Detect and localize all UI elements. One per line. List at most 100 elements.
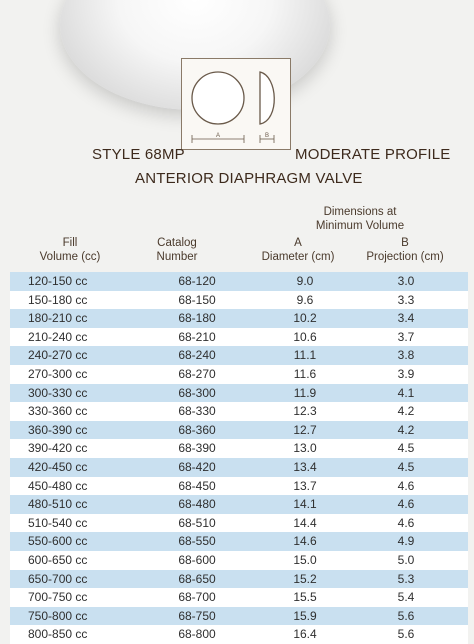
fill-volume-cell: 300-330 cc [28, 385, 88, 400]
projection-cell: 3.7 [397, 329, 415, 344]
catalog-number-cell: 68-270 [178, 366, 216, 381]
fill-volume-cell: 800-850 cc [28, 627, 88, 642]
catalog-number-cell: 68-650 [178, 571, 216, 586]
dimensions-header: Dimensions at Minimum Volume [300, 205, 420, 233]
catalog-number-cell: 68-390 [178, 441, 216, 456]
spec-table: 120-150 cc 68-120 9.0 3.0 150-180 cc 68-150 9.… [10, 272, 468, 644]
fill-volume-cell: 390-420 cc [28, 441, 88, 456]
diameter-cell: 13.0 [293, 441, 317, 456]
catalog-number-cell: 68-210 [178, 329, 216, 344]
catalog-number-cell: 68-180 [178, 311, 216, 326]
catalog-number-cell: 68-750 [178, 608, 216, 623]
fill-volume-cell: 420-450 cc [28, 459, 88, 474]
diameter-cell: 15.2 [293, 571, 317, 586]
fill-header-line2: Volume (cc) [39, 251, 101, 263]
projection-cell: 5.4 [397, 590, 415, 605]
catalog-header-line1: Catalog [157, 237, 197, 249]
fill-volume-cell: 240-270 cc [28, 348, 88, 363]
fill-volume-cell: 600-650 cc [28, 552, 88, 567]
projection-header: B Projection (cm) [355, 236, 455, 264]
projection-cell: 3.4 [397, 311, 415, 326]
diameter-cell: 14.4 [293, 515, 317, 530]
projection-cell: 3.8 [397, 348, 415, 363]
style-title: STYLE 68MP [92, 146, 185, 163]
projection-cell: 4.6 [397, 497, 415, 512]
catalog-number-cell: 68-150 [178, 292, 216, 307]
diameter-cell: 13.7 [293, 478, 317, 493]
diameter-cell: 11.9 [293, 385, 317, 400]
diameter-header: A Diameter (cm) [248, 236, 348, 264]
diagram-label-b: B [265, 133, 269, 139]
projection-cell: 4.9 [397, 534, 415, 549]
catalog-number-cell: 68-240 [178, 348, 216, 363]
table-row: 180-210 cc 68-180 10.2 3.4 [10, 309, 468, 328]
fill-volume-cell: 360-390 cc [28, 422, 88, 437]
table-row: 120-150 cc 68-120 9.0 3.0 [10, 272, 468, 291]
diameter-cell: 10.6 [293, 329, 317, 344]
fill-volume-cell: 650-700 cc [28, 571, 88, 586]
projection-cell: 4.1 [397, 385, 415, 400]
diameter-header-line2: Diameter (cm) [261, 251, 335, 263]
diameter-cell: 15.5 [293, 590, 317, 605]
table-row: 150-180 cc 68-150 9.6 3.3 [10, 290, 468, 310]
catalog-number-cell: 68-300 [178, 385, 216, 400]
catalog-header: Catalog Number [137, 236, 217, 264]
fill-volume-cell: 150-180 cc [28, 292, 88, 307]
catalog-number-cell: 68-120 [178, 274, 216, 288]
table-row: 550-600 cc 68-550 14.6 4.9 [10, 532, 468, 551]
catalog-number-cell: 68-360 [178, 422, 216, 437]
table-row: 650-700 cc 68-650 15.2 5.3 [10, 569, 468, 589]
projection-cell: 5.6 [397, 608, 415, 623]
dimensions-header-line1: Dimensions at [323, 206, 397, 218]
table-row: 240-270 cc 68-240 11.1 3.8 [10, 346, 468, 365]
projection-cell: 3.0 [397, 274, 415, 288]
diameter-cell: 14.6 [293, 534, 317, 549]
catalog-number-cell: 68-700 [178, 590, 216, 605]
catalog-number-cell: 68-510 [178, 515, 216, 530]
fill-volume-cell: 330-360 cc [28, 404, 88, 419]
diameter-cell: 13.4 [293, 459, 317, 474]
projection-cell: 5.3 [397, 571, 415, 586]
table-row: 330-360 cc 68-330 12.3 4.2 [10, 402, 468, 421]
fill-volume-cell: 120-150 cc [28, 274, 88, 288]
fill-volume-cell: 700-750 cc [28, 590, 88, 605]
profile-title: MODERATE PROFILE [295, 146, 451, 163]
catalog-number-cell: 68-480 [178, 497, 216, 512]
projection-cell: 4.5 [397, 459, 415, 474]
projection-cell: 4.5 [397, 441, 415, 456]
table-row: 390-420 cc 68-390 13.0 4.5 [10, 439, 468, 458]
fill-volume-cell: 750-800 cc [28, 608, 88, 623]
dimensions-header-line2: Minimum Volume [315, 220, 405, 232]
diameter-cell: 9.0 [296, 274, 314, 288]
projection-cell: 4.2 [397, 422, 415, 437]
catalog-number-cell: 68-450 [178, 478, 216, 493]
table-row: 360-390 cc 68-360 12.7 4.2 [10, 420, 468, 440]
table-row: 300-330 cc 68-300 11.9 4.1 [10, 383, 468, 403]
fill-volume-cell: 550-600 cc [28, 534, 88, 549]
diameter-cell: 14.1 [293, 497, 317, 512]
table-row: 420-450 cc 68-420 13.4 4.5 [10, 457, 468, 477]
table-row: 600-650 cc 68-600 15.0 5.0 [10, 550, 468, 570]
fill-volume-cell: 180-210 cc [28, 311, 88, 326]
fill-header: Fill Volume (cc) [20, 236, 120, 264]
catalog-number-cell: 68-800 [178, 627, 216, 642]
implant-diagram: A B [181, 58, 291, 150]
projection-cell: 4.6 [397, 515, 415, 530]
projection-header-line2: Projection (cm) [366, 251, 444, 263]
fill-volume-cell: 480-510 cc [28, 497, 88, 512]
diameter-cell: 11.1 [293, 348, 317, 363]
catalog-header-line2: Number [156, 251, 198, 263]
fill-header-line1: Fill [62, 237, 78, 249]
diameter-cell: 12.3 [293, 404, 317, 419]
table-row: 210-240 cc 68-210 10.6 3.7 [10, 327, 468, 347]
table-row: 510-540 cc 68-510 14.4 4.6 [10, 513, 468, 533]
fill-volume-cell: 450-480 cc [28, 478, 88, 493]
projection-cell: 4.2 [397, 404, 415, 419]
diameter-header-line1: A [294, 237, 302, 249]
projection-cell: 5.6 [397, 627, 415, 642]
catalog-number-cell: 68-420 [178, 459, 216, 474]
fill-volume-cell: 210-240 cc [28, 329, 88, 344]
table-row: 800-850 cc 68-800 16.4 5.6 [10, 625, 468, 644]
table-row: 750-800 cc 68-750 15.9 5.6 [10, 606, 468, 626]
